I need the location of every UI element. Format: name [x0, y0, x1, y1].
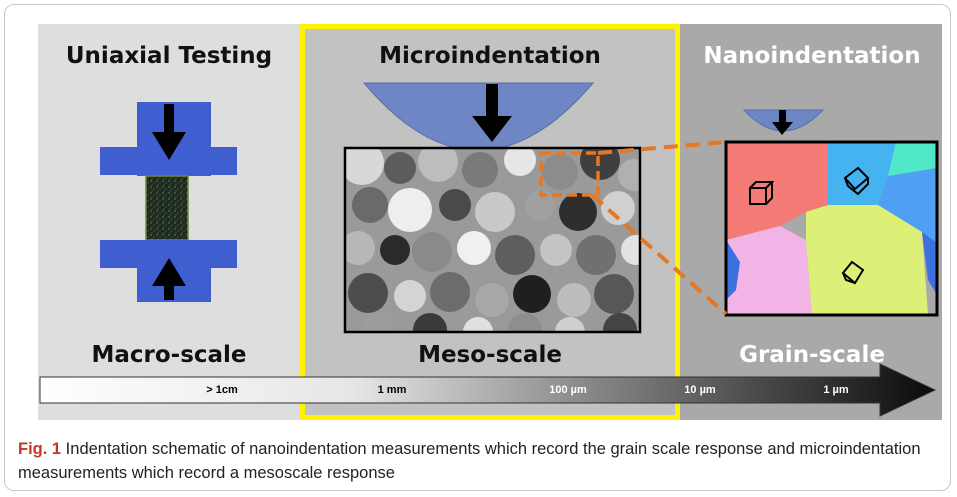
figure-frame: [4, 4, 951, 491]
scale-tick-100um: 100 µm: [549, 384, 587, 396]
load-arrow-up-head: [152, 258, 186, 286]
figure-caption: Fig. 1 Indentation schematic of nanoinde…: [18, 437, 943, 485]
grain-microstructure-border: [724, 140, 939, 317]
caption-text: Indentation schematic of nanoindentation…: [18, 440, 921, 482]
title-uniaxial: Uniaxial Testing: [65, 43, 273, 69]
label-meso-scale: Meso-scale: [418, 342, 562, 368]
zoom-connector-bottom: [590, 193, 728, 316]
uniaxial-fixture: [100, 102, 237, 302]
title-microindentation: Microindentation: [379, 43, 601, 69]
length-scale-arrow: [39, 363, 937, 417]
scale-tick-1cm: > 1cm: [206, 384, 238, 396]
zoom-region-box: [539, 151, 600, 197]
scale-tick-10um: 10 µm: [684, 384, 716, 396]
load-arrow-down-head: [152, 132, 186, 160]
label-macro-scale: Macro-scale: [91, 342, 247, 368]
load-arrow-down-shaft: [164, 104, 174, 134]
scale-tick-1um: 1 µm: [823, 384, 849, 396]
specimen: [145, 175, 189, 241]
load-arrow-up-shaft: [164, 284, 174, 300]
meso-microstructure: [345, 148, 640, 332]
nanoindenter: [742, 109, 825, 135]
caption-label: Fig. 1: [18, 440, 62, 458]
microindenter: [362, 82, 595, 151]
title-nanoindentation: Nanoindentation: [703, 43, 921, 69]
grain-microstructure: [726, 142, 937, 315]
scale-tick-1mm: 1 mm: [377, 384, 407, 396]
meso-microstructure-border: [343, 146, 642, 334]
label-grain-scale: Grain-scale: [739, 342, 885, 368]
